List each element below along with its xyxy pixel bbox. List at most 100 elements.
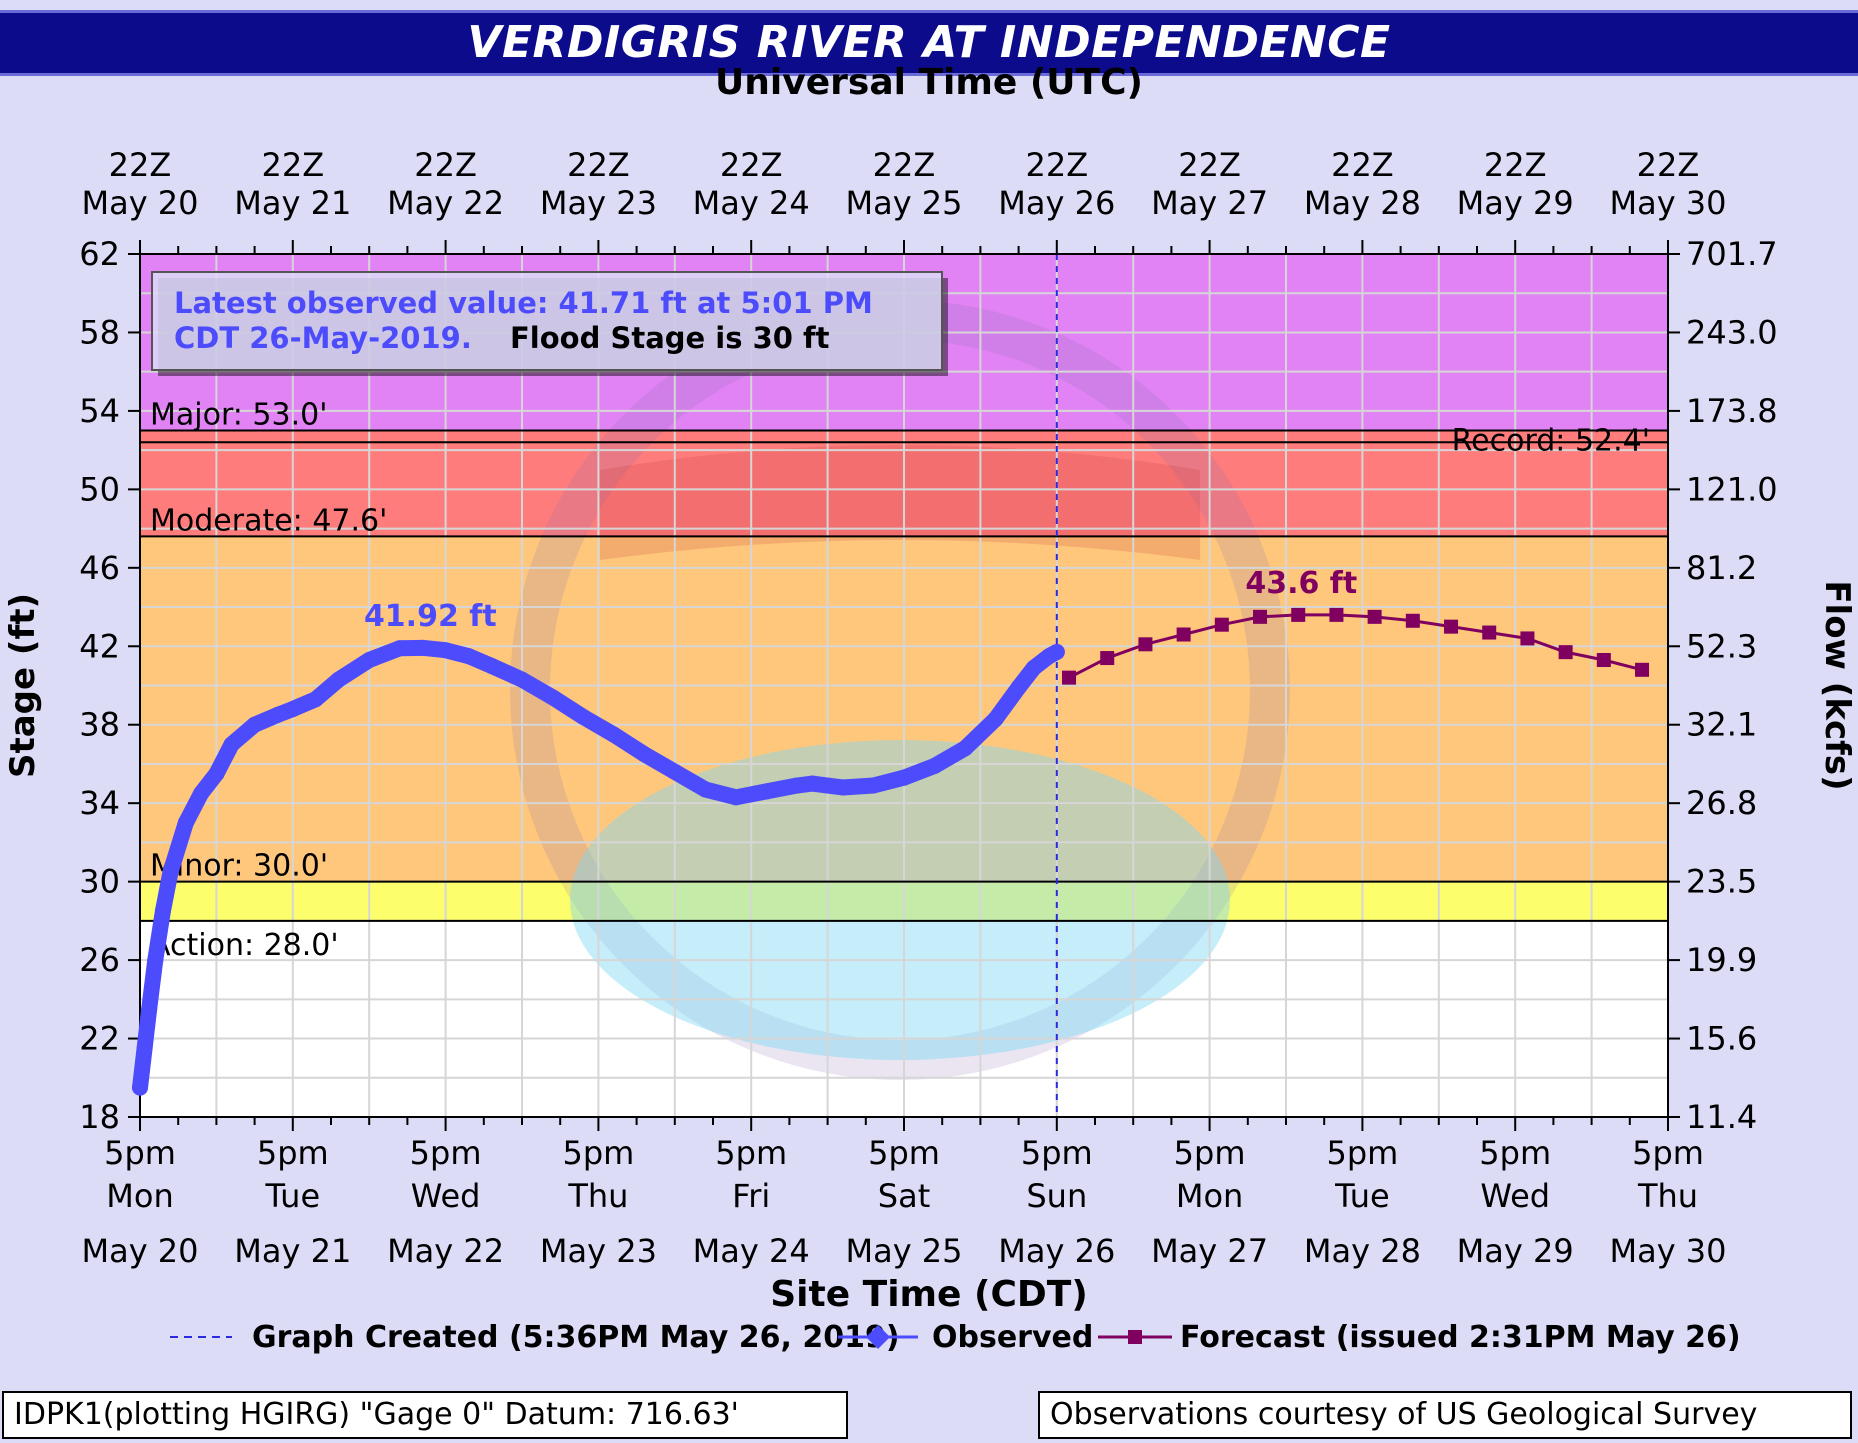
bottom-tick-time: 5pm	[410, 1134, 482, 1172]
observed-point	[147, 952, 164, 969]
observed-point	[361, 652, 378, 669]
bottom-tick-time: 5pm	[715, 1134, 787, 1172]
observed-point	[896, 769, 912, 786]
threshold-label-major: Major: 53.0'	[150, 398, 327, 433]
flow-tick-label: 26.8	[1686, 784, 1757, 822]
top-tick-label: 22Z	[1484, 146, 1547, 184]
observed-point	[514, 671, 530, 688]
latest-observed-line2: CDT 26-May-2019.	[174, 321, 472, 355]
top-tick-label: 22Z	[1331, 146, 1394, 184]
forecast-point	[1176, 627, 1191, 642]
flow-tick-label: 121.0	[1686, 470, 1778, 508]
bottom-tick-date: May 23	[540, 1232, 657, 1270]
courtesy-footer: Observations courtesy of US Geological S…	[1038, 1391, 1852, 1439]
observed-point	[865, 777, 882, 794]
observed-point	[666, 763, 683, 780]
bottom-tick-date: May 20	[81, 1232, 198, 1270]
y-tick-label: 42	[79, 627, 120, 665]
observed-point	[460, 648, 477, 665]
observed-point	[575, 708, 592, 725]
y-tick-label: 22	[79, 1020, 120, 1058]
bottom-tick-date: May 29	[1457, 1232, 1574, 1270]
noaa-watermark-water	[570, 740, 1230, 1060]
bottom-tick-day: Tue	[1334, 1177, 1390, 1215]
observed-point	[391, 640, 408, 657]
legend-forecast-swatch-marker	[1128, 1330, 1142, 1344]
observed-point	[926, 757, 943, 774]
forecast-point	[1405, 613, 1420, 628]
bottom-tick-date: May 30	[1609, 1232, 1726, 1270]
top-tick-label: 22Z	[261, 146, 324, 184]
top-tick-date: May 27	[1151, 184, 1268, 222]
forecast-point	[1138, 637, 1153, 652]
observed-point	[1010, 679, 1027, 696]
observed-point	[636, 746, 653, 763]
top-tick-label: 22Z	[109, 146, 172, 184]
bottom-tick-date: May 27	[1151, 1232, 1268, 1270]
bottom-tick-day: Thu	[567, 1177, 628, 1215]
y-tick-label: 38	[79, 706, 120, 744]
observed-point	[141, 1001, 158, 1018]
observed-point	[193, 785, 210, 802]
bottom-tick-day: Thu	[1637, 1177, 1698, 1215]
bottom-tick-time: 5pm	[1174, 1134, 1246, 1172]
observed-point	[269, 706, 286, 723]
flow-tick-label: 173.8	[1686, 392, 1778, 430]
forecast-point	[1214, 617, 1229, 632]
observed-point	[136, 1040, 153, 1057]
observed-point	[804, 775, 821, 792]
y-tick-label: 62	[79, 235, 120, 273]
observed-point	[177, 814, 194, 831]
forecast-point	[1482, 625, 1497, 640]
flow-tick-label: 243.0	[1686, 313, 1778, 351]
bottom-tick-time: 5pm	[257, 1134, 329, 1172]
flow-tick-label: 52.3	[1686, 627, 1757, 665]
threshold-label-moderate: Moderate: 47.6'	[150, 503, 387, 538]
forecast-crest-label: 43.6 ft	[1245, 566, 1357, 601]
bottom-tick-day: Wed	[1480, 1177, 1550, 1215]
forecast-point	[1558, 645, 1573, 660]
top-tick-date: May 26	[998, 184, 1115, 222]
bottom-tick-time: 5pm	[1632, 1134, 1704, 1172]
observed-point	[208, 765, 225, 782]
forecast-point	[1100, 651, 1115, 666]
bottom-tick-day: Mon	[106, 1177, 173, 1215]
bottom-tick-time: 5pm	[562, 1134, 634, 1172]
top-tick-date: May 30	[1609, 184, 1726, 222]
observed-point	[284, 701, 301, 718]
forecast-point	[1444, 619, 1459, 634]
datum-footer: IDPK1(plotting HGIRG) "Gage 0" Datum: 71…	[2, 1391, 848, 1439]
bottom-tick-date: May 21	[234, 1232, 351, 1270]
bottom-tick-date: May 24	[693, 1232, 810, 1270]
bottom-tick-time: 5pm	[104, 1134, 176, 1172]
top-tick-label: 22Z	[1178, 146, 1241, 184]
forecast-point	[1520, 631, 1535, 646]
bottom-tick-time: 5pm	[1326, 1134, 1398, 1172]
forecast-point	[1635, 662, 1650, 677]
bottom-tick-date: May 28	[1304, 1232, 1421, 1270]
observed-point	[957, 740, 974, 757]
observed-point	[987, 710, 1004, 727]
y-tick-label: 30	[79, 863, 120, 901]
observed-point	[307, 691, 324, 708]
observed-point	[223, 736, 240, 753]
latest-observed-line1: Latest observed value: 41.71 ft at 5:01 …	[174, 286, 873, 320]
flow-axis-title: Flow (kcfs)	[1817, 580, 1857, 790]
observed-point	[132, 1079, 148, 1096]
bottom-tick-day: Tue	[264, 1177, 320, 1215]
bottom-tick-day: Wed	[411, 1177, 481, 1215]
y-tick-label: 46	[79, 549, 120, 587]
top-tick-label: 22Z	[1025, 146, 1088, 184]
bottom-tick-date: May 22	[387, 1232, 504, 1270]
bottom-tick-day: Mon	[1176, 1177, 1243, 1215]
threshold-label-action: Action: 28.0'	[150, 928, 339, 963]
y-tick-label: 18	[79, 1098, 120, 1136]
legend-forecast-label: Forecast (issued 2:31PM May 26)	[1180, 1320, 1741, 1355]
bottom-tick-time: 5pm	[1021, 1134, 1093, 1172]
forecast-point	[1596, 653, 1611, 668]
y-tick-label: 54	[79, 392, 120, 430]
top-tick-label: 22Z	[567, 146, 630, 184]
observed-point	[544, 689, 561, 706]
bottom-tick-day: Sat	[878, 1177, 930, 1215]
top-tick-date: May 22	[387, 184, 504, 222]
